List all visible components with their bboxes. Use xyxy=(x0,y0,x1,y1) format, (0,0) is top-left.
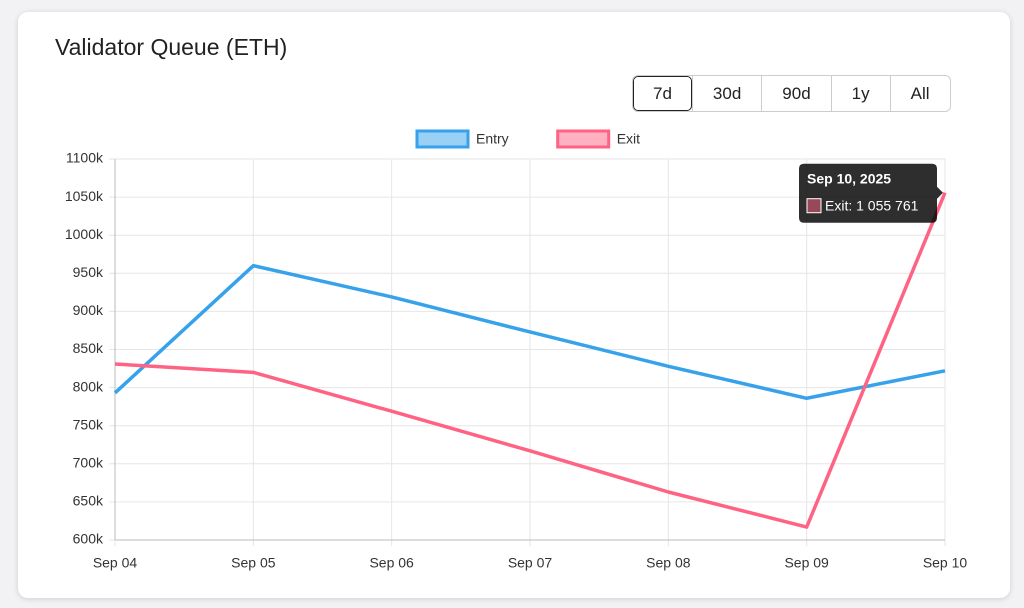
range-button[interactable]: 1y xyxy=(830,76,890,111)
y-tick-label: 800k xyxy=(73,378,104,394)
range-button[interactable]: 90d xyxy=(761,76,831,111)
range-button[interactable]: 7d xyxy=(633,76,692,111)
x-tick-label: Sep 08 xyxy=(646,555,691,571)
y-tick-label: 750k xyxy=(73,416,104,432)
legend-swatch xyxy=(556,129,611,149)
x-tick-label: Sep 05 xyxy=(231,555,276,571)
x-tick-label: Sep 07 xyxy=(508,555,553,571)
tooltip-swatch xyxy=(806,198,822,214)
y-tick-label: 600k xyxy=(73,531,104,547)
tooltip: Sep 10, 2025 Exit: 1 055 761 xyxy=(799,163,943,223)
tooltip-label: Exit: 1 055 761 xyxy=(825,197,919,213)
series-line xyxy=(113,263,946,401)
x-tick-label: Sep 04 xyxy=(93,555,138,571)
y-tick-label: 700k xyxy=(73,455,104,471)
range-selector: 7d 30d 90d 1y All xyxy=(632,75,951,112)
y-tick-label: 1050k xyxy=(65,188,104,204)
y-tick-label: 1000k xyxy=(65,226,104,242)
legend-label: Entry xyxy=(476,131,509,147)
page-title: Validator Queue (ETH) xyxy=(55,34,288,60)
x-tick-label: Sep 10 xyxy=(923,555,968,571)
y-tick-label: 650k xyxy=(73,493,104,509)
legend-label: Exit xyxy=(617,131,640,147)
y-tick-label: 950k xyxy=(73,264,104,280)
range-button[interactable]: 30d xyxy=(691,76,762,111)
y-tick-label: 1100k xyxy=(66,150,104,166)
tooltip-box xyxy=(799,163,943,223)
x-tick-label: Sep 09 xyxy=(784,555,829,571)
range-button[interactable]: All xyxy=(889,76,950,111)
x-tick-label: Sep 06 xyxy=(369,555,414,571)
tooltip-title: Sep 10, 2025 xyxy=(807,170,891,186)
y-tick-label: 900k xyxy=(73,302,104,318)
y-tick-label: 850k xyxy=(73,340,104,356)
legend-swatch xyxy=(415,129,470,149)
series-line xyxy=(114,192,947,529)
card: Validator Queue (ETH) 7d 30d 90d 1y All xyxy=(18,12,1010,598)
